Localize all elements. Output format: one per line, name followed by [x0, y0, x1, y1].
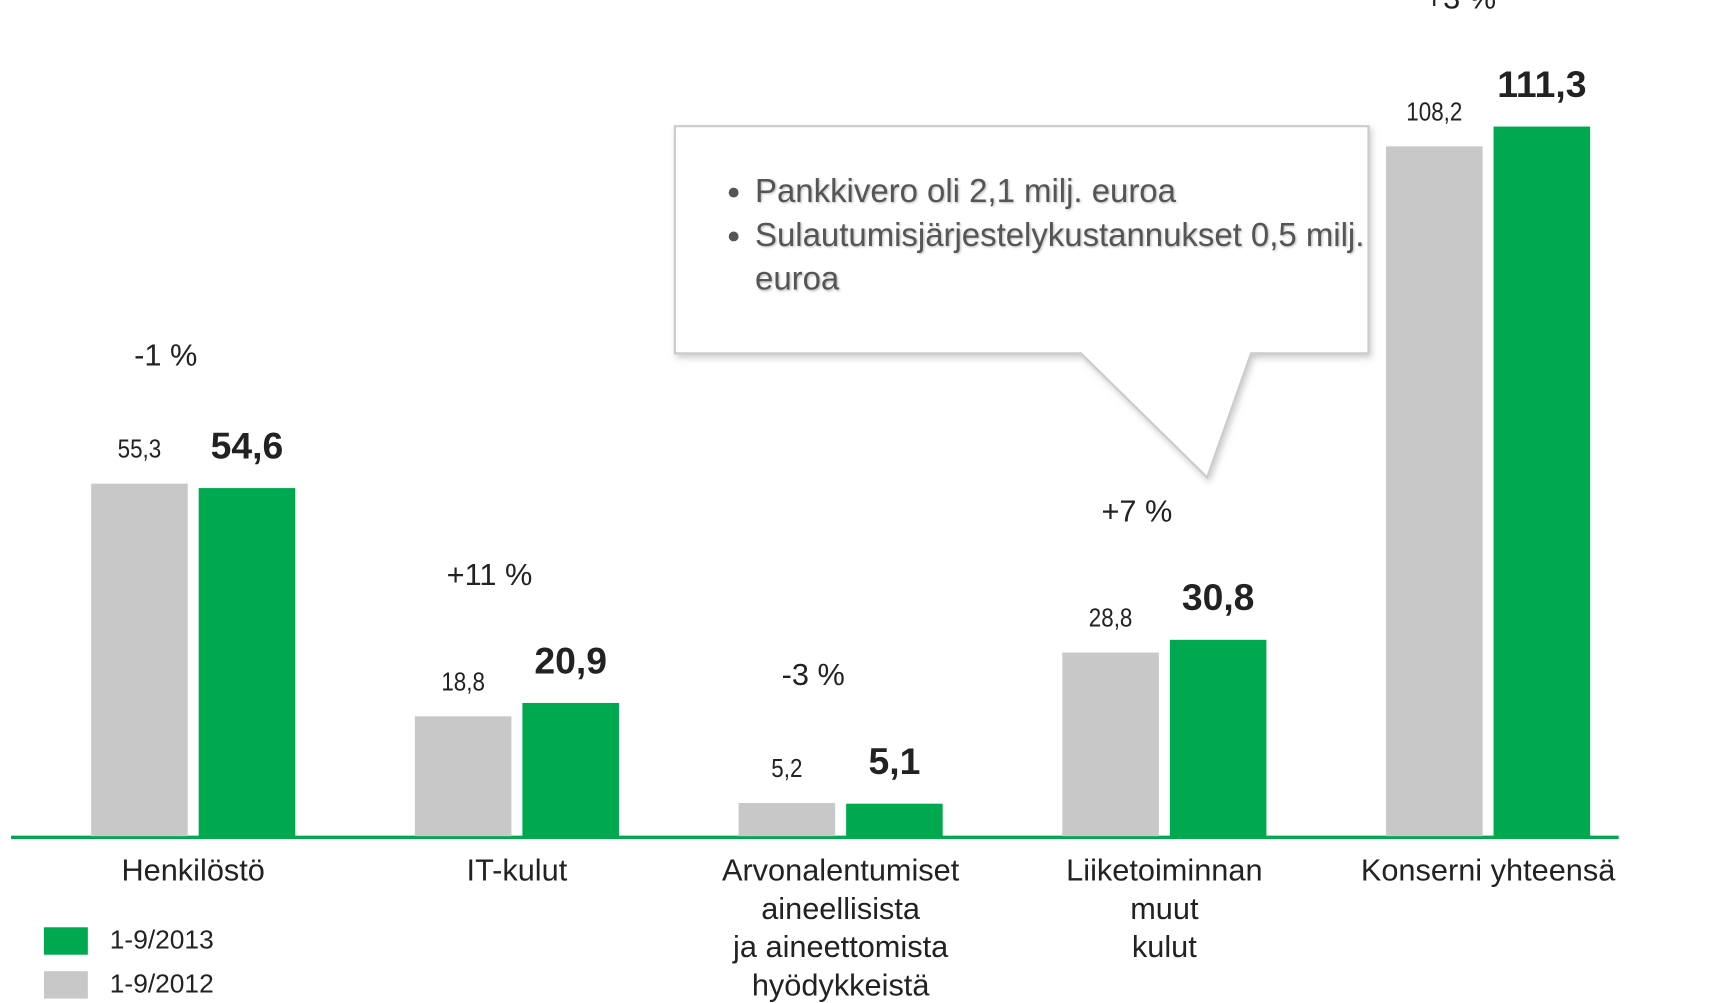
callout-item: Pankkivero oli 2,1 milj. euroa: [755, 170, 1368, 214]
value-label: 108,2: [1406, 98, 1462, 127]
legend-label: 1-9/2013: [110, 925, 214, 955]
bar: [522, 702, 619, 837]
value-label: 30,8: [1182, 576, 1255, 618]
value-label: 20,9: [534, 639, 607, 681]
bar: [846, 803, 943, 837]
bar: [738, 803, 836, 837]
change-label: -1 %: [134, 338, 197, 373]
bar: [414, 716, 512, 837]
legend-swatch: [43, 971, 88, 999]
legend-swatch: [43, 927, 88, 955]
value-label: 5,1: [868, 740, 920, 782]
change-label: +3 %: [1425, 0, 1496, 15]
legend-label: 1-9/2012: [110, 968, 214, 998]
callout-text: Pankkivero oli 2,1 milj. euroaSulautumis…: [675, 170, 1369, 346]
change-label: +7 %: [1101, 494, 1172, 529]
category-label: Konserni yhteensä: [1361, 853, 1616, 888]
category-label: Liiketoiminnan muut kulut: [1066, 853, 1262, 965]
value-label: 54,6: [211, 424, 284, 466]
value-label: 18,8: [441, 668, 485, 697]
bar: [1386, 146, 1483, 837]
bar: [91, 483, 188, 837]
callout-item: Sulautumisjärjestelykustannukset 0,5 mil…: [755, 214, 1368, 302]
category-label: Arvonalentumiset aineellisista ja aineetto…: [722, 853, 960, 1003]
change-label: +11 %: [447, 557, 533, 592]
bar: [1169, 639, 1267, 837]
value-label: 111,3: [1497, 63, 1586, 105]
bar: [198, 488, 296, 837]
callout-content: Pankkivero oli 2,1 milj. euroaSulautumis…: [675, 170, 1369, 302]
change-label: -3 %: [782, 657, 845, 692]
value-label: 28,8: [1089, 604, 1133, 633]
value-label: 55,3: [118, 435, 162, 464]
callout-list: Pankkivero oli 2,1 milj. euroaSulautumis…: [675, 170, 1369, 302]
callout-box: [673, 125, 1370, 480]
bar: [1062, 652, 1159, 837]
category-label: IT-kulut: [467, 853, 568, 888]
category-label: Henkilöstö: [121, 853, 264, 888]
bar: [1493, 126, 1591, 837]
value-label: 5,2: [771, 754, 802, 783]
